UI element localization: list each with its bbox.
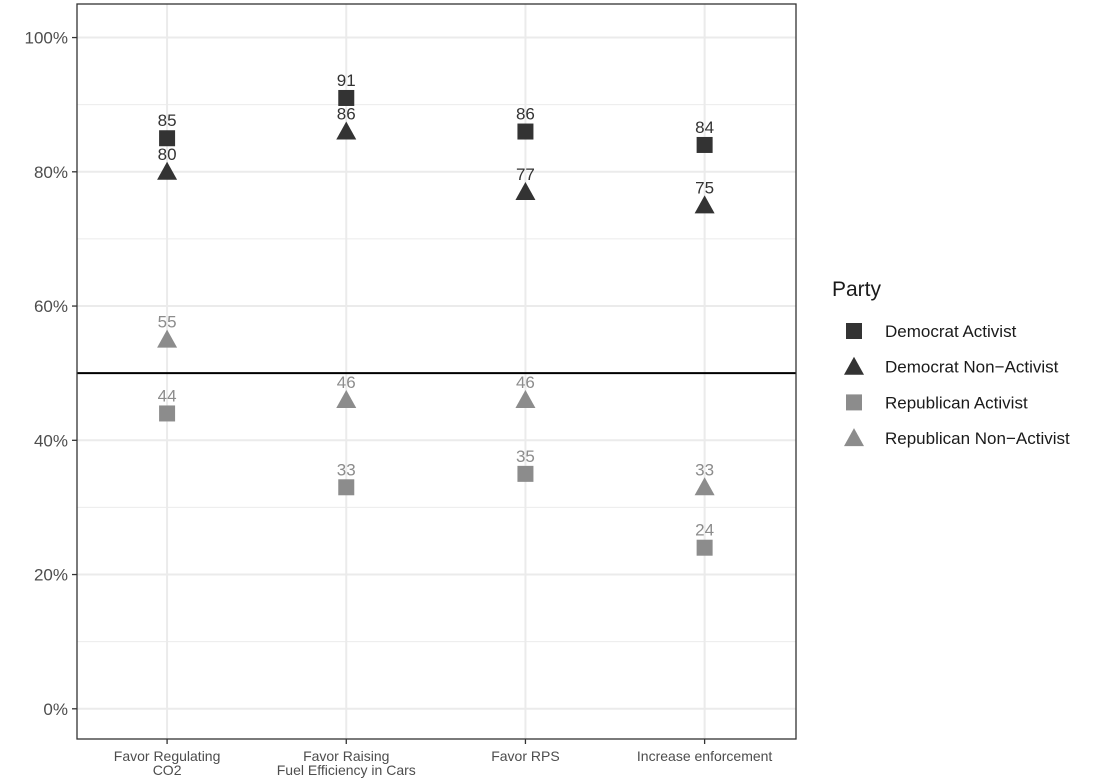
- data-label: 86: [516, 105, 535, 124]
- data-label: 77: [516, 165, 535, 184]
- data-point-triangle: [336, 390, 357, 409]
- data-point-square: [159, 130, 176, 147]
- data-label: 91: [337, 71, 356, 90]
- y-tick-label: 40%: [34, 431, 68, 450]
- data-label: 80: [158, 145, 177, 164]
- data-label: 35: [516, 447, 535, 466]
- data-point-square: [159, 405, 176, 422]
- y-tick-label: 60%: [34, 297, 68, 316]
- data-point-triangle: [515, 181, 536, 200]
- legend-key-triangle: [844, 356, 864, 375]
- legend-key-square: [846, 323, 862, 339]
- data-label: 86: [337, 105, 356, 124]
- y-tick-label: 0%: [43, 700, 68, 719]
- data-point-square: [338, 479, 355, 496]
- x-tick-label: Increase enforcement: [637, 748, 773, 764]
- legend-title: Party: [832, 278, 882, 301]
- data-label: 85: [158, 111, 177, 130]
- data-point-triangle: [694, 477, 715, 496]
- data-label: 55: [158, 313, 177, 332]
- legend-label: Democrat Non−Activist: [885, 358, 1059, 377]
- plot-background: [77, 4, 796, 739]
- x-tick-label: Favor Raising Fuel Efficiency in Cars: [277, 748, 416, 778]
- grid-lines: [77, 4, 796, 739]
- data-point-triangle: [157, 329, 178, 348]
- legend: Party Democrat Activist Democrat Non−Acti…: [832, 278, 1070, 448]
- data-point-triangle: [515, 390, 536, 409]
- data-label: 75: [695, 178, 714, 197]
- legend-item: Republican Non−Activist: [844, 428, 1070, 448]
- data-point-triangle: [157, 161, 178, 180]
- data-label: 33: [337, 460, 356, 479]
- data-label: 33: [695, 460, 714, 479]
- data-label: 46: [337, 373, 356, 392]
- x-axis: Favor Regulating CO2 Favor Raising Fuel Eff…: [114, 739, 773, 778]
- x-tick-label: Favor RPS: [491, 748, 559, 764]
- legend-item: Democrat Non−Activist: [844, 356, 1059, 377]
- legend-item: Democrat Activist: [846, 322, 1017, 341]
- legend-label: Republican Non−Activist: [885, 429, 1070, 448]
- data-point-square: [696, 539, 713, 556]
- y-tick-label: 80%: [34, 163, 68, 182]
- legend-label: Democrat Activist: [885, 322, 1017, 341]
- plot-border: [76, 3, 797, 740]
- data-point-square: [696, 136, 713, 153]
- x-tick-label: Favor Regulating CO2: [114, 748, 221, 778]
- data-points: [157, 89, 715, 556]
- data-label: 84: [695, 118, 714, 137]
- legend-item: Republican Activist: [846, 393, 1028, 412]
- data-labels: 85 91 86 84 80 86 77 75 44 33 35 24 55 46 46 33: [158, 71, 714, 540]
- data-point-triangle: [336, 121, 357, 140]
- data-label: 44: [158, 386, 177, 405]
- data-point-square: [338, 89, 355, 106]
- legend-key-triangle: [844, 428, 864, 447]
- data-label: 24: [695, 521, 714, 540]
- data-point-square: [517, 123, 534, 140]
- y-tick-label: 100%: [25, 29, 68, 48]
- data-label: 46: [516, 373, 535, 392]
- data-point-triangle: [694, 195, 715, 214]
- data-point-square: [517, 465, 534, 482]
- y-axis: 0% 20% 40% 60% 80% 100%: [25, 29, 77, 719]
- legend-key-square: [846, 394, 862, 411]
- legend-label: Republican Activist: [885, 393, 1028, 412]
- y-tick-label: 20%: [34, 566, 68, 585]
